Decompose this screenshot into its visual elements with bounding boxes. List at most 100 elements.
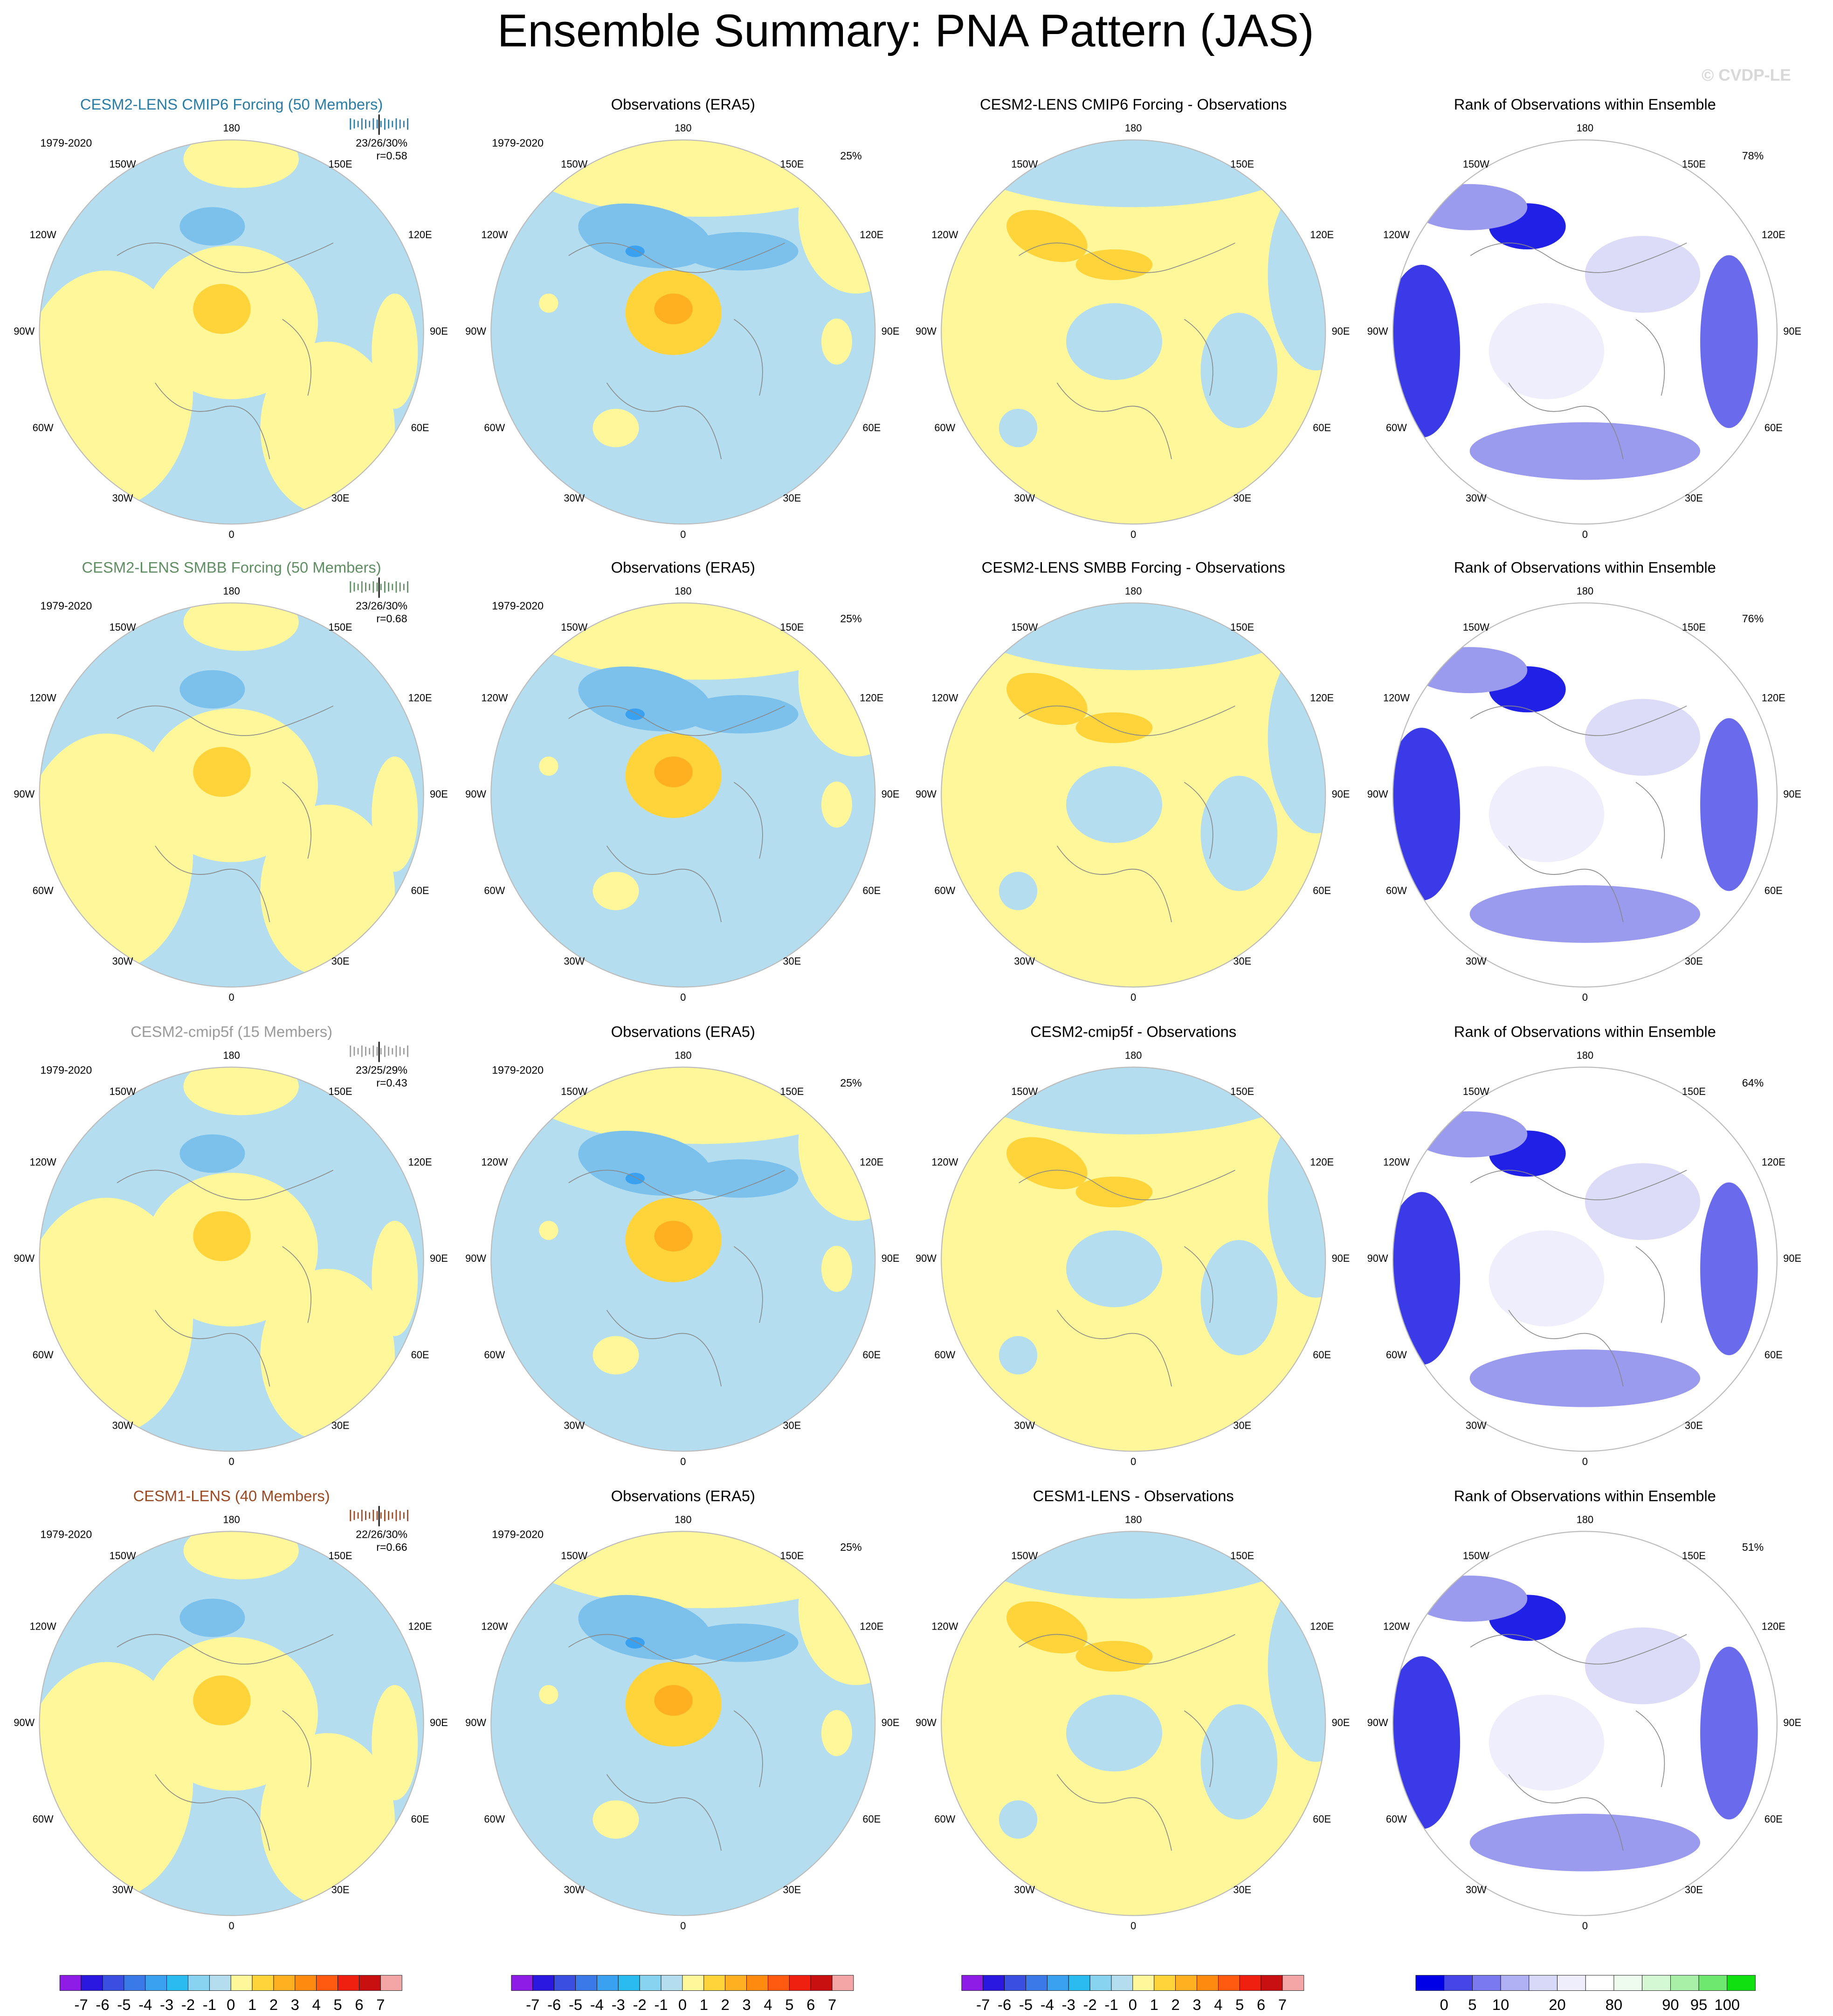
field-region	[1412, 1111, 1528, 1158]
longitude-label: 90W	[465, 1717, 486, 1728]
colorbar-label: 2	[269, 1996, 278, 2013]
field-region	[654, 293, 693, 324]
colorbar-label: 10	[1492, 1996, 1509, 2013]
percent: 64%	[1742, 1077, 1764, 1089]
longitude-label: 180	[223, 585, 240, 597]
panel-title: Observations (ERA5)	[611, 558, 755, 576]
longitude-label: 0	[229, 1920, 234, 1932]
spread-tick	[361, 1509, 363, 1521]
longitude-label: 60E	[411, 1813, 429, 1825]
field-region	[183, 1067, 299, 1115]
field-region	[1412, 647, 1528, 694]
panel-title: Observations (ERA5)	[611, 1487, 755, 1504]
colorbar-swatch	[511, 1975, 533, 1991]
field-region	[39, 733, 193, 972]
field-region	[654, 757, 693, 787]
spread-tick	[372, 1509, 374, 1521]
field-region	[625, 1173, 645, 1184]
percent: 25%	[840, 1077, 861, 1089]
colorbar-label: -5	[569, 1996, 582, 2013]
field-region	[1412, 184, 1528, 230]
longitude-label: 90W	[14, 1717, 34, 1728]
spread-tick	[384, 581, 386, 593]
spread-tick	[361, 1045, 363, 1057]
colorbar-label: -2	[181, 1996, 195, 2013]
colorbar-swatch	[338, 1975, 359, 1991]
field-region	[683, 232, 799, 271]
colorbar-swatch	[1239, 1975, 1261, 1991]
colorbar-swatch	[1132, 1975, 1155, 1991]
colorbar-swatch	[1026, 1975, 1047, 1991]
spread-tick	[380, 584, 382, 591]
map	[39, 1531, 424, 1916]
field-region	[578, 1595, 711, 1660]
colorbar-label: 2	[721, 1996, 730, 2013]
colorbar-swatch	[1642, 1975, 1671, 1991]
colorbar-label: -1	[1104, 1996, 1118, 2013]
spread-tick	[380, 1512, 382, 1519]
field-region	[39, 270, 193, 509]
colorbar-swatch	[1111, 1975, 1133, 1991]
colorbar-label: -7	[976, 1996, 990, 2013]
field-region	[372, 293, 418, 409]
longitude-label: 180	[223, 1049, 240, 1061]
map-border	[941, 602, 1326, 988]
colorbar-unit: hPa	[669, 2014, 696, 2016]
longitude-label: 30W	[564, 1419, 585, 1431]
longitude-label: 150E	[1230, 158, 1254, 170]
colorbar-swatch	[961, 1975, 984, 1991]
spread-tick	[395, 118, 397, 130]
colorbar-label: 6	[1257, 1996, 1265, 2013]
colorbar-label: -7	[75, 1996, 88, 2013]
field-region	[593, 1336, 639, 1375]
colorbar-swatch	[597, 1975, 619, 1991]
longitude-label: 60E	[411, 1349, 429, 1361]
field-region	[683, 1624, 799, 1662]
longitude-label: 90E	[430, 788, 448, 800]
colorbar-label: 3	[742, 1996, 751, 2013]
colorbar-label: -1	[203, 1996, 216, 2013]
colorbar-label: -7	[526, 1996, 539, 2013]
longitude-label: 30E	[783, 955, 801, 967]
longitude-label: 180	[675, 585, 691, 597]
longitude-label: 150W	[110, 158, 136, 170]
field-region	[821, 1710, 852, 1756]
spread-tick	[392, 584, 393, 591]
spread-tick	[361, 581, 363, 593]
field-region	[179, 1134, 245, 1173]
colorbar-label: 1	[248, 1996, 256, 2013]
field-region	[578, 1130, 711, 1196]
longitude-label: 0	[1582, 1920, 1588, 1932]
colorbar-label: 5	[1468, 1996, 1476, 2013]
colorbar-swatch	[618, 1975, 640, 1991]
longitude-label: 90W	[1367, 1717, 1388, 1728]
field-region	[1412, 1576, 1528, 1622]
field-region	[821, 781, 852, 828]
map	[1392, 1067, 1777, 1452]
spread-tick	[372, 1045, 374, 1057]
map	[39, 603, 424, 987]
spread-tick	[350, 118, 351, 130]
field-region	[798, 603, 875, 757]
field-region	[1700, 718, 1758, 891]
field-region	[1469, 1814, 1701, 1872]
colorbar-label: -3	[160, 1996, 173, 2013]
colorbar-label: 0	[1440, 1996, 1448, 2013]
longitude-label: 90W	[14, 325, 34, 337]
colorbar-swatch	[1154, 1975, 1176, 1991]
longitude-label: 30E	[1233, 492, 1251, 504]
map	[491, 1067, 875, 1452]
longitude-label: 150E	[780, 158, 804, 170]
field-region	[1700, 1182, 1758, 1355]
longitude-label: 60E	[1764, 1813, 1783, 1825]
field-region	[1392, 728, 1461, 901]
longitude-label: 150E	[1682, 621, 1706, 633]
field-region	[1066, 303, 1163, 380]
spread-tick	[365, 582, 366, 592]
longitude-label: 60E	[862, 1813, 881, 1825]
spread-tick	[388, 119, 389, 129]
map	[491, 140, 875, 524]
field-region	[179, 670, 245, 709]
spread-tick	[399, 119, 401, 129]
field-region	[578, 203, 711, 268]
